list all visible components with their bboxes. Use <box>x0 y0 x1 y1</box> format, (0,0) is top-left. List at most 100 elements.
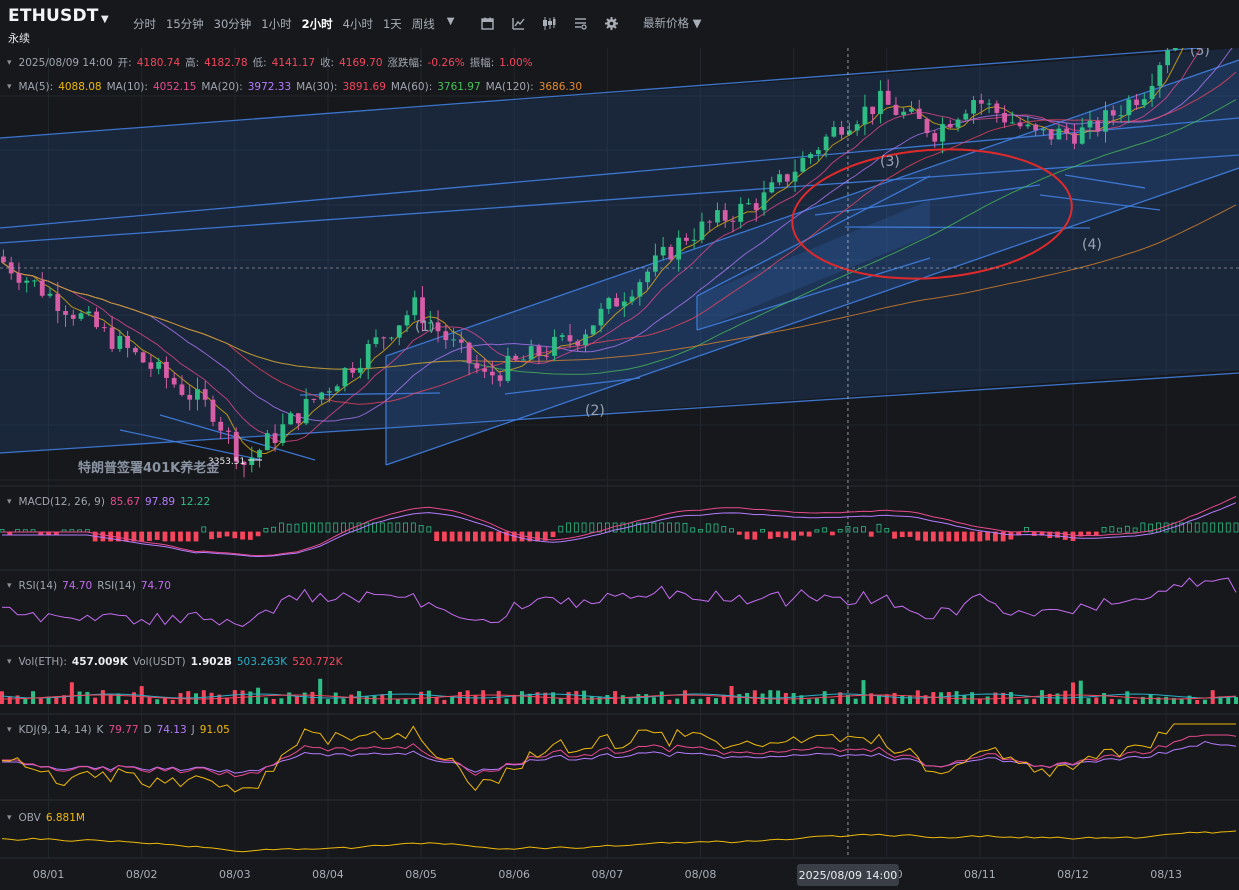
volume-bar <box>729 685 734 704</box>
x-axis-date-label: 08/08 <box>685 868 717 881</box>
top-toolbar: ETHUSDT ▼ 永续 分时 15分钟 30分钟 1小时 2小时 4小时 1天… <box>0 0 1239 48</box>
layout-icon[interactable] <box>573 16 587 30</box>
macd-bar <box>387 522 393 533</box>
candle-body <box>396 325 402 338</box>
x-axis-date-label: 08/02 <box>126 868 158 881</box>
x-axis-date-label: 08/11 <box>964 868 996 881</box>
candle-body <box>342 368 348 387</box>
volume-bar <box>1164 696 1169 704</box>
candle-body <box>226 430 231 432</box>
volume-bar <box>1218 696 1223 704</box>
collapse-chevron-icon[interactable]: ▾ <box>7 497 12 507</box>
macd-bar <box>1210 522 1216 533</box>
settings-icon[interactable] <box>604 16 618 30</box>
candle-body <box>63 310 68 315</box>
candlestick-icon[interactable] <box>542 16 556 30</box>
trend-line <box>844 226 1091 229</box>
collapse-chevron-icon[interactable]: ▾ <box>7 581 12 591</box>
candle-body <box>412 297 418 316</box>
volume-bar <box>1117 699 1122 704</box>
candle-body <box>427 322 433 324</box>
macd-bar <box>915 531 921 541</box>
rsi-label: RSI(14) <box>97 580 136 592</box>
wave-label-2: (2) <box>585 403 605 419</box>
collapse-chevron-icon[interactable]: ▾ <box>7 725 12 735</box>
macd-bar <box>1233 522 1239 533</box>
macd-bar <box>1078 531 1084 537</box>
candle-body <box>707 221 713 223</box>
amplitude-value: 1.00% <box>499 56 533 69</box>
symbol-title[interactable]: ETHUSDT <box>8 6 99 26</box>
macd-hist: 12.22 <box>180 496 211 508</box>
volume-bar <box>131 692 136 704</box>
volume-bar <box>442 699 447 704</box>
ma10-label: MA(10): <box>106 81 148 93</box>
candle-body <box>909 108 914 112</box>
ma5-label: MA(5): <box>18 81 54 93</box>
interval-tab-active[interactable]: 2小时 <box>301 17 333 31</box>
indicator-icon[interactable] <box>511 16 525 30</box>
candle-body <box>1017 122 1023 127</box>
volume-bar <box>62 695 67 704</box>
macd-bar <box>286 523 292 533</box>
macd-bar <box>403 522 408 533</box>
candle-body <box>94 311 99 328</box>
candle-body <box>1165 50 1170 66</box>
trend-line <box>0 372 1239 454</box>
collapse-chevron-icon[interactable]: ▾ <box>7 57 12 68</box>
volume-bar <box>512 694 517 704</box>
volume-bar <box>931 692 936 704</box>
candle-body <box>78 313 84 319</box>
candle-body <box>195 389 200 400</box>
collapse-chevron-icon[interactable]: ▾ <box>7 82 12 92</box>
candle-body <box>458 339 464 343</box>
collapse-chevron-icon[interactable]: ▾ <box>7 657 12 667</box>
candle-body <box>598 308 604 326</box>
news-annotation: 特朗普签署401K养老金 <box>78 460 220 476</box>
volume-legend: ▾ Vol(ETH): 457.009K Vol(USDT) 1.902B 50… <box>7 656 348 668</box>
macd-bar <box>760 529 765 533</box>
volume-bar <box>450 697 455 704</box>
interval-tab[interactable]: 4小时 <box>342 17 373 31</box>
candle-body <box>800 158 806 172</box>
candle-body <box>140 352 146 363</box>
macd-bar <box>1093 531 1099 536</box>
candle-body <box>885 90 891 105</box>
ma-line <box>1 48 1202 443</box>
interval-tab[interactable]: 1天 <box>382 17 402 31</box>
trend-line <box>1064 174 1146 189</box>
volume-bar <box>54 697 59 704</box>
candle-body <box>963 113 969 120</box>
vol-eth-value: 457.009K <box>71 656 128 668</box>
candle-body <box>101 327 107 329</box>
symbol-dropdown-icon[interactable]: ▼ <box>101 14 109 25</box>
candle-body <box>552 336 557 356</box>
macd-bar <box>1117 527 1122 533</box>
kdj-j-value: 91.05 <box>199 724 230 736</box>
interval-tab[interactable]: 周线 <box>411 17 435 31</box>
candle-body <box>389 337 394 339</box>
interval-tab[interactable]: 1小时 <box>261 17 292 31</box>
trend-line <box>696 257 931 331</box>
interval-tab[interactable]: 15分钟 <box>166 17 204 31</box>
volume-bar <box>1102 693 1107 704</box>
interval-tab[interactable]: 分时 <box>133 17 156 31</box>
collapse-chevron-icon[interactable]: ▾ <box>7 813 12 823</box>
volume-bar <box>1171 698 1176 704</box>
candle-body <box>482 368 488 372</box>
macd-bar <box>589 522 595 533</box>
calendar-icon[interactable] <box>480 16 494 30</box>
volume-bar <box>217 694 222 704</box>
volume-bar <box>915 690 920 704</box>
macd-bar <box>876 523 882 533</box>
x-axis-date-label: 08/13 <box>1150 868 1182 881</box>
price-mode-select[interactable]: 最新价格 ▼ <box>643 15 702 31</box>
interval-tab[interactable]: 30分钟 <box>213 17 252 31</box>
candle-body <box>676 237 682 260</box>
macd-bar <box>1179 522 1185 533</box>
interval-more-icon[interactable]: ▼ <box>446 16 455 27</box>
macd-bar <box>698 528 703 533</box>
macd-bar <box>496 531 502 542</box>
candle-body <box>1056 128 1062 140</box>
